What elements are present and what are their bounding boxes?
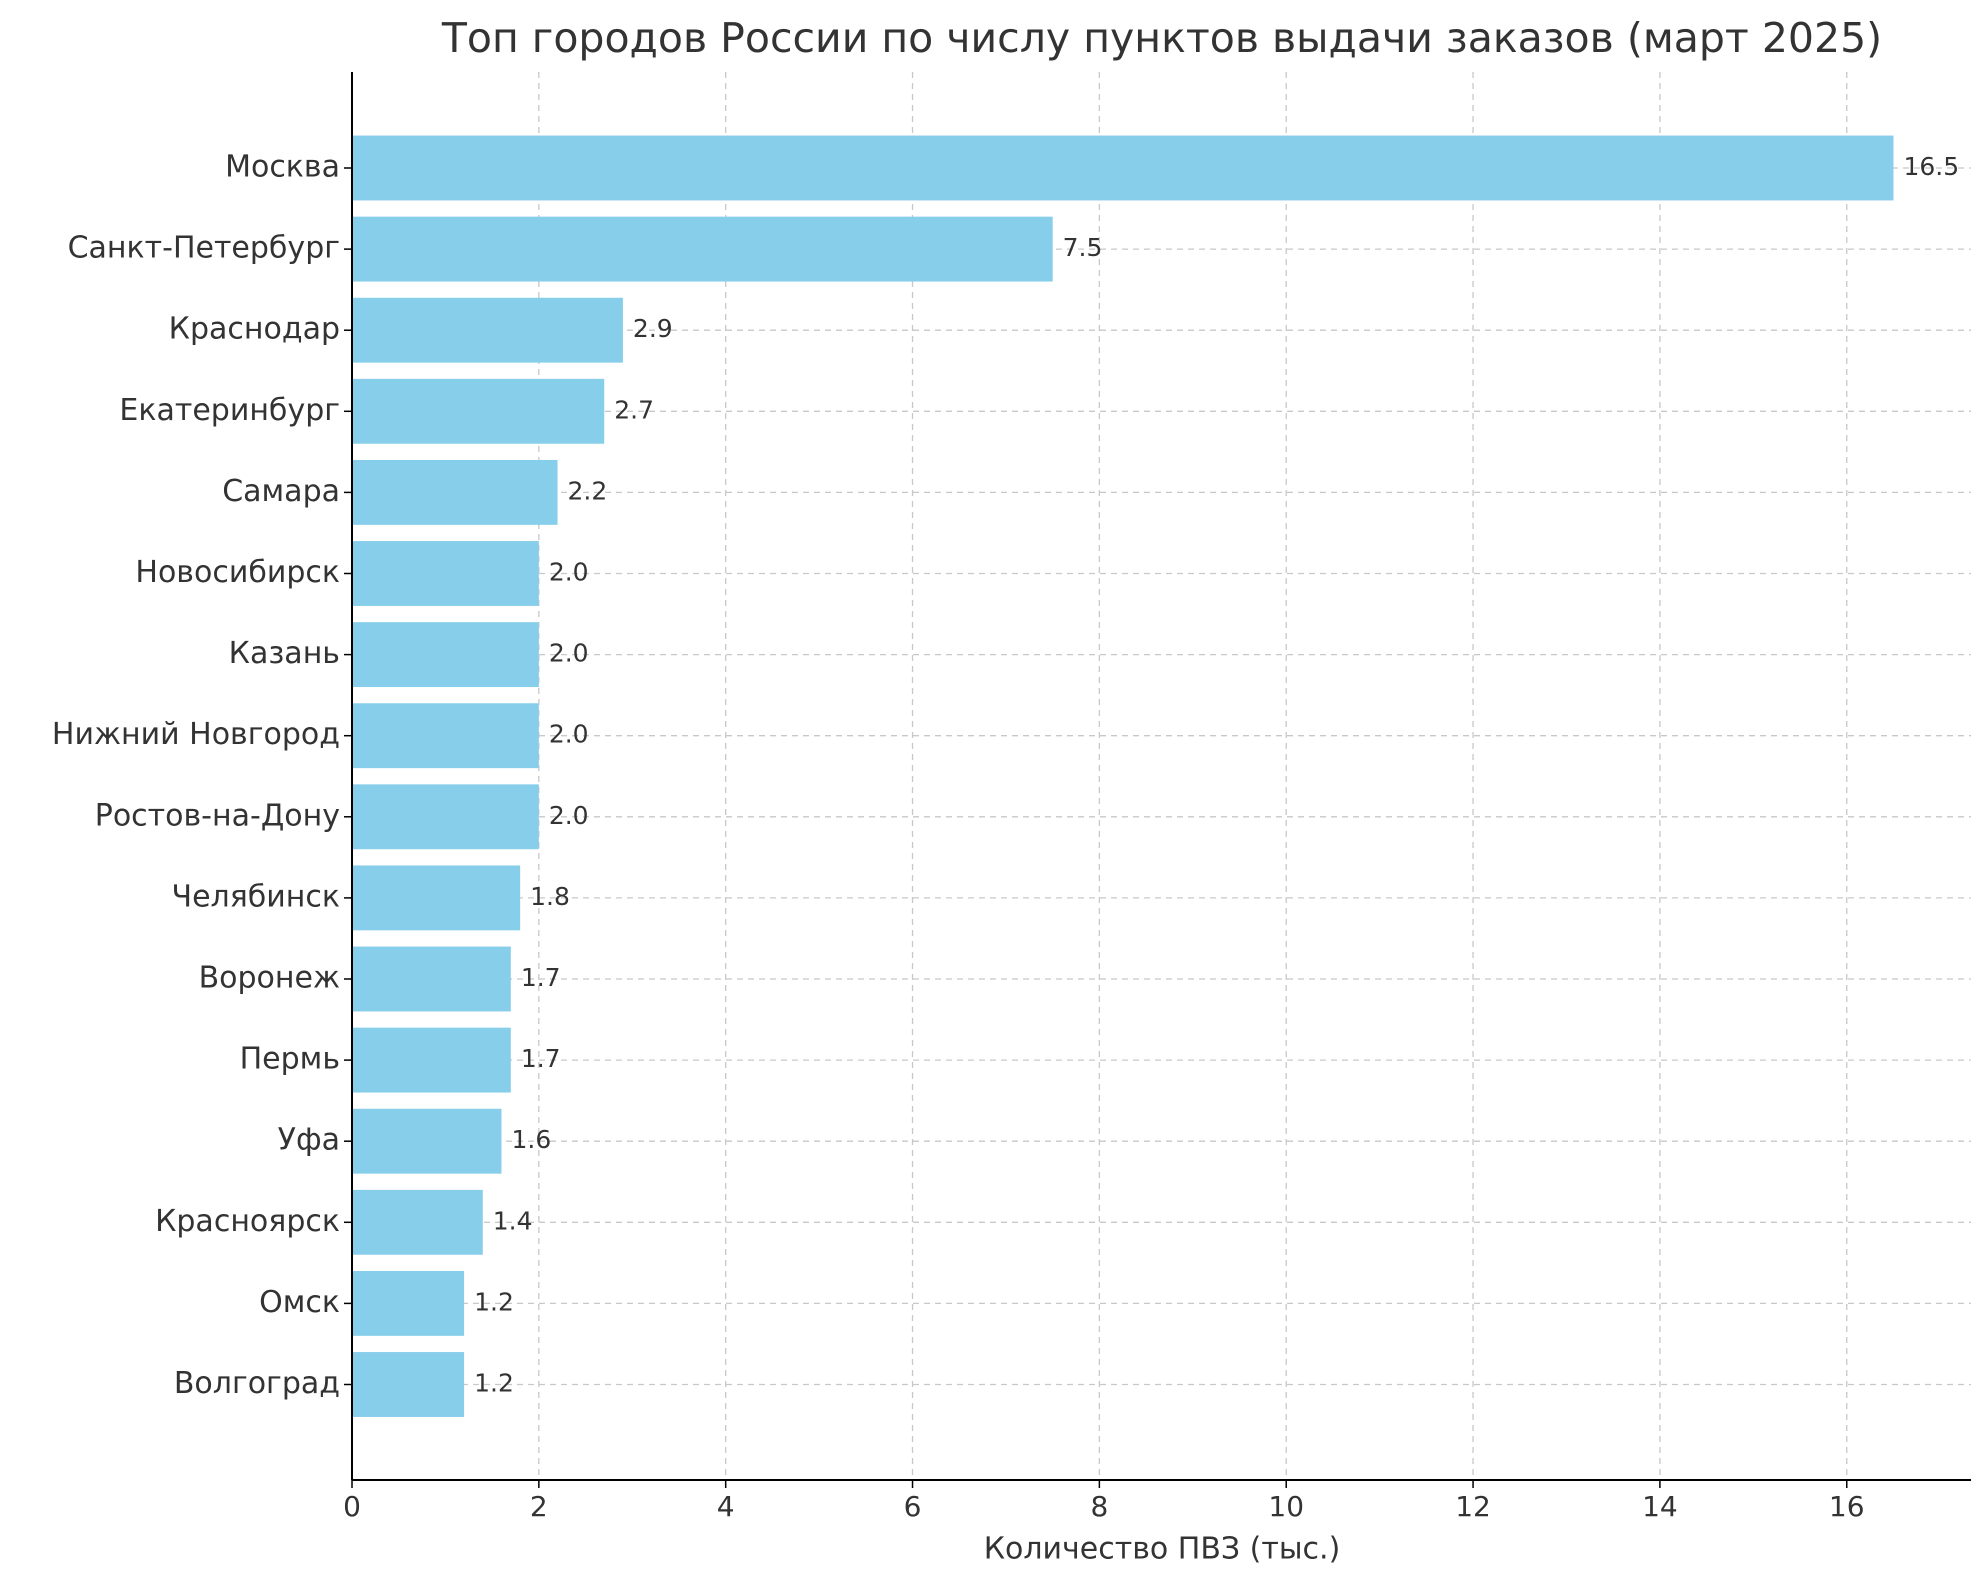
y-tick-label: Краснодар [169,312,340,347]
bar [352,703,539,769]
y-tick-label: Казань [229,636,340,671]
value-label: 1.7 [521,963,561,992]
bar [352,216,1053,282]
x-tick-label: 2 [530,1490,548,1523]
bar [352,784,539,850]
y-tick-label: Воронеж [199,961,340,996]
y-tick-label: Екатеринбург [119,393,340,428]
value-label: 2.7 [614,395,654,424]
bar [352,135,1894,201]
bar [352,1270,465,1336]
y-tick-label: Красноярск [155,1204,340,1239]
x-tick-label: 6 [904,1490,922,1523]
y-tick-label: Санкт-Петербург [68,231,340,266]
y-tick-label: Нижний Новгород [52,717,340,752]
x-tick-label: 8 [1090,1490,1108,1523]
bar [352,297,623,363]
value-label: 1.2 [474,1369,514,1398]
value-label: 2.0 [549,720,589,749]
y-tick-label: Новосибирск [135,555,340,590]
x-tick-label: 14 [1642,1490,1678,1523]
chart-title: Топ городов России по числу пунктов выда… [441,14,1882,62]
y-tick-label: Челябинск [172,879,340,914]
y-tick-label: Волгоград [174,1366,340,1401]
y-tick-label: Самара [222,474,340,509]
value-label: 1.7 [521,1044,561,1073]
value-label: 1.2 [474,1287,514,1316]
x-tick-label: 16 [1829,1490,1865,1523]
bar [352,946,511,1012]
value-label: 1.6 [511,1125,551,1154]
value-label: 2.9 [633,314,673,343]
bar [352,459,558,525]
x-tick-label: 0 [343,1490,361,1523]
y-tick-label: Пермь [240,1042,340,1077]
bar [352,865,521,931]
bar [352,1189,483,1255]
bar [352,1352,465,1417]
y-tick-label: Омск [259,1285,340,1320]
y-tick-label: Ростов-на-Дону [95,798,340,833]
bar [352,622,539,688]
bar [352,1027,511,1093]
y-tick-label: Уфа [278,1123,340,1158]
bar [352,378,605,444]
value-label: 2.0 [549,558,589,587]
value-label: 1.4 [493,1206,533,1235]
x-tick-label: 10 [1268,1490,1304,1523]
x-tick-label: 4 [717,1490,735,1523]
value-label: 16.5 [1903,152,1959,181]
bar [352,541,539,606]
bar [352,1108,502,1174]
value-label: 2.0 [549,801,589,830]
value-label: 2.0 [549,639,589,668]
value-label: 1.8 [530,882,570,911]
y-tick-label: Москва [225,150,340,185]
x-tick-label: 12 [1455,1490,1491,1523]
x-axis-label: Количество ПВЗ (тыс.) [984,1532,1341,1567]
value-label: 7.5 [1063,233,1103,262]
value-label: 2.2 [568,476,608,505]
